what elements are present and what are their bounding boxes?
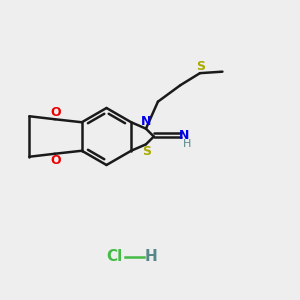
Text: H: H: [183, 139, 192, 149]
Text: N: N: [141, 115, 151, 128]
Text: O: O: [50, 154, 61, 167]
Text: S: S: [196, 60, 205, 73]
Text: O: O: [50, 106, 61, 119]
Text: S: S: [142, 145, 151, 158]
Text: N: N: [179, 129, 190, 142]
Text: H: H: [145, 249, 158, 264]
Text: Cl: Cl: [106, 249, 122, 264]
